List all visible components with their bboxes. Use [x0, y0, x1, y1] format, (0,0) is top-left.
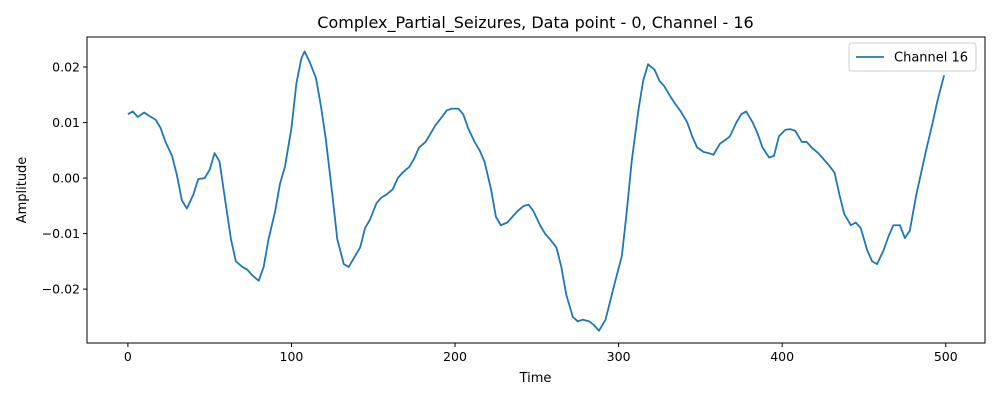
y-tick-label: −0.02 [42, 282, 80, 297]
chart-title: Complex_Partial_Seizures, Data point - 0… [317, 13, 753, 33]
plot-area [127, 50, 945, 332]
x-tick-label: 500 [934, 349, 958, 364]
y-tick-label: 0.00 [52, 171, 80, 186]
legend: Channel 16 [848, 42, 977, 72]
y-tick-label: −0.01 [42, 226, 80, 241]
y-tick-label: 0.01 [52, 115, 80, 130]
y-tick-label: 0.02 [52, 59, 80, 74]
x-tick-label: 100 [280, 349, 304, 364]
x-tick-label: 400 [770, 349, 794, 364]
legend-label-channel-16: Channel 16 [894, 51, 968, 66]
x-axis-label: Time [519, 371, 552, 386]
axis-ticks: 0 100 200 300 400 500 −0.02 −0.01 0.00 0.01 0.02 [42, 59, 958, 364]
x-tick-label: 200 [443, 349, 467, 364]
y-axis-label: Amplitude [15, 157, 30, 224]
x-tick-label: 0 [124, 349, 132, 364]
series-line-channel-16 [127, 50, 945, 332]
legend-box [848, 42, 977, 72]
axes-frame [86, 36, 986, 344]
x-tick-label: 300 [607, 349, 631, 364]
